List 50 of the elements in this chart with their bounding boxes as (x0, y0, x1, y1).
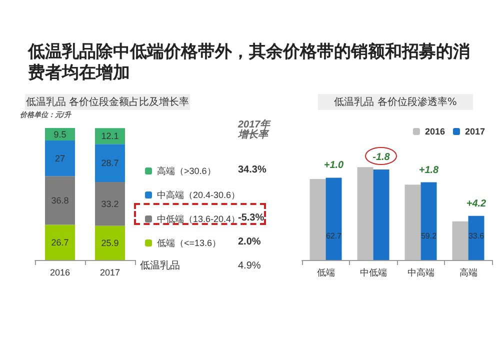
data-label: 28.7 (101, 158, 119, 168)
bar (373, 169, 390, 260)
bar (95, 128, 125, 144)
annotation: +4.2 (466, 198, 487, 210)
x-tick-label: 2016 (50, 268, 70, 278)
text: 34.3% (238, 164, 266, 176)
text: 低温乳品 (140, 260, 180, 272)
bar (45, 140, 75, 176)
data-label: 33.6 (468, 232, 485, 240)
bar (326, 178, 342, 260)
bar (420, 182, 437, 260)
text: 4.9% (238, 260, 261, 272)
legend-label: 高端（>30.6） (157, 166, 216, 176)
data-label: 25.9 (101, 238, 119, 248)
bar (95, 144, 125, 182)
x-tick-label: 低端 (316, 268, 335, 278)
bar (468, 216, 484, 260)
bar (452, 221, 468, 260)
data-label: 59.2 (420, 232, 438, 240)
chart-subtitle: 低温乳品 各价位段金额占比及增长率 (25, 94, 190, 110)
legend-label: 2016 (424, 126, 445, 136)
text: 2017年增长率 (237, 118, 272, 140)
text: -1.8 (372, 152, 390, 163)
bar (404, 184, 421, 260)
data-label: 27 (54, 153, 66, 164)
x-tick-label: 中低端 (360, 268, 387, 278)
legend-label: 中高端（20.4-30.6） (157, 190, 240, 200)
bar (310, 179, 326, 260)
bar (95, 226, 125, 260)
bar (45, 176, 75, 225)
data-label: 62.7 (326, 232, 342, 240)
text: 2.0% (238, 236, 261, 248)
data-label: 12.1 (101, 131, 119, 142)
legend-label: 低端（<=13.6） (157, 238, 222, 248)
text: -5.3% (238, 212, 264, 224)
bar (95, 182, 125, 226)
data-label: 9.5 (54, 129, 66, 140)
x-tick-label: 2017 (100, 268, 120, 278)
data-label: 33.2 (101, 198, 119, 209)
chart-title: 低温乳品 各价位段渗透率% (318, 94, 473, 110)
text: 低温乳品除中低端价格带外，其余价格带的销额和招募的消费者均在增加 (28, 42, 471, 84)
bar (45, 224, 75, 260)
annotation: +1.0 (324, 160, 344, 172)
data-label: 36.8 (51, 195, 69, 206)
x-tick-label: 高端 (459, 268, 478, 278)
bar (357, 167, 374, 260)
data-label: 26.7 (51, 237, 69, 248)
annotation: +1.8 (418, 164, 440, 176)
x-tick-label: 中高端 (407, 268, 434, 278)
legend-label: 2017 (464, 126, 486, 136)
